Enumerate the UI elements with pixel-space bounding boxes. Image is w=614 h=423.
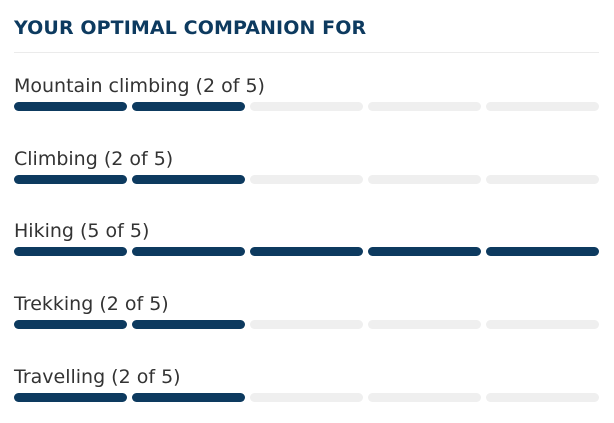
rating-bar	[14, 247, 599, 256]
rating-segment-filled	[250, 247, 363, 256]
rating-segment-empty	[486, 102, 599, 111]
activity-mountain-climbing: Mountain climbing (2 of 5)	[14, 75, 599, 111]
rating-segment-empty	[250, 175, 363, 184]
rating-segment-empty	[250, 102, 363, 111]
activity-hiking: Hiking (5 of 5)	[14, 220, 599, 256]
rating-segment-empty	[250, 320, 363, 329]
rating-segment-empty	[486, 320, 599, 329]
activity-trekking: Trekking (2 of 5)	[14, 293, 599, 329]
rating-segment-filled	[486, 247, 599, 256]
activity-label: Climbing (2 of 5)	[14, 148, 174, 170]
rating-segment-filled	[132, 320, 245, 329]
activity-travelling: Travelling (2 of 5)	[14, 366, 599, 402]
section-heading: YOUR OPTIMAL COMPANION FOR	[14, 0, 599, 53]
activity-label: Travelling (2 of 5)	[14, 366, 181, 388]
rating-bar	[14, 102, 599, 111]
rating-segment-filled	[132, 102, 245, 111]
activity-label: Hiking (5 of 5)	[14, 220, 150, 242]
rating-segment-filled	[132, 247, 245, 256]
rating-segment-filled	[368, 247, 481, 256]
rating-segment-filled	[14, 247, 127, 256]
activity-label: Trekking (2 of 5)	[14, 293, 169, 315]
rating-segment-empty	[486, 175, 599, 184]
rating-segment-empty	[250, 393, 363, 402]
rating-bar	[14, 175, 599, 184]
rating-segment-empty	[368, 393, 481, 402]
rating-bar	[14, 393, 599, 402]
companion-panel: YOUR OPTIMAL COMPANION FOR Mountain clim…	[14, 0, 599, 402]
rating-segment-filled	[14, 175, 127, 184]
rating-segment-filled	[132, 393, 245, 402]
rating-segment-filled	[14, 102, 127, 111]
activity-climbing: Climbing (2 of 5)	[14, 148, 599, 184]
rating-segment-filled	[14, 393, 127, 402]
activity-label: Mountain climbing (2 of 5)	[14, 75, 265, 97]
rating-segment-empty	[368, 102, 481, 111]
rating-segment-filled	[14, 320, 127, 329]
rating-segment-empty	[368, 320, 481, 329]
rating-bar	[14, 320, 599, 329]
rating-segment-empty	[486, 393, 599, 402]
rating-segment-empty	[368, 175, 481, 184]
rating-segment-filled	[132, 175, 245, 184]
